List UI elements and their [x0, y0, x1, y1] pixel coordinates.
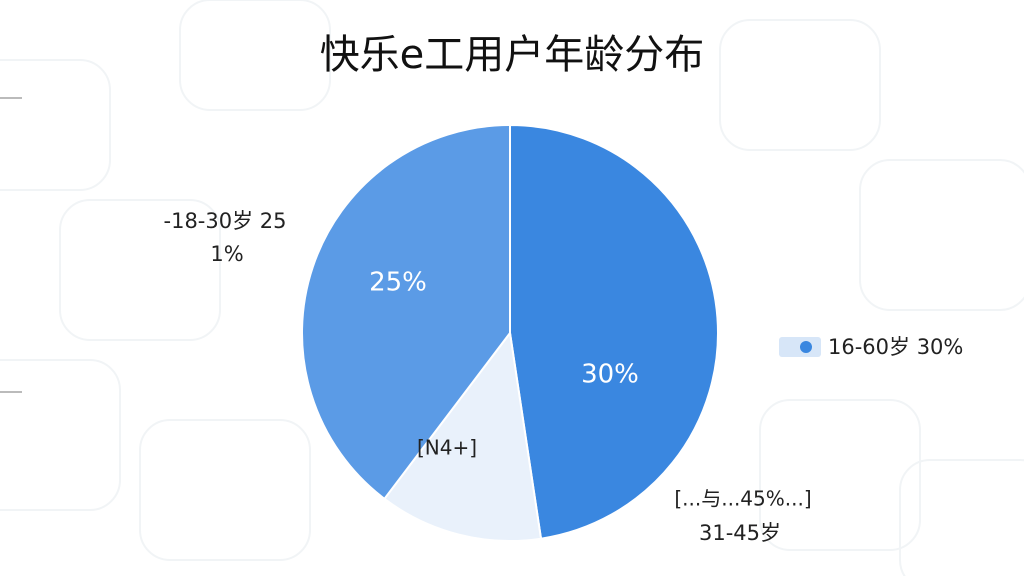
annotation: [...与...45%...] [674, 487, 811, 511]
legend-marker [800, 341, 812, 353]
pie-slice [301, 123, 511, 501]
slice-value-label: 30% [581, 360, 639, 390]
slice-value-label: 25% [369, 268, 427, 298]
pie-slice [509, 123, 719, 540]
slice-category-label: 31-45岁 [699, 521, 781, 545]
chart-title: 快乐e工用户年龄分布 [320, 32, 705, 78]
slice-category-label: -18-30岁 25 [164, 209, 287, 233]
legend-label: 16-60岁 30% [828, 335, 963, 359]
annotation: [N4+] [417, 436, 477, 460]
pie-slice [383, 330, 543, 542]
annotation: 1% [210, 242, 243, 266]
